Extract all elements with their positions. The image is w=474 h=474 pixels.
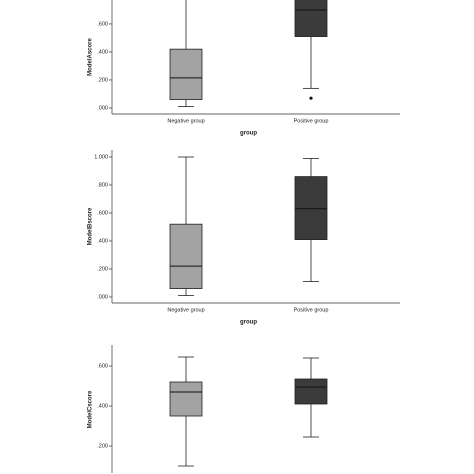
- y-tick-label: .400: [97, 49, 108, 55]
- y-tick-label: .400: [97, 403, 108, 409]
- box: [169, 223, 203, 289]
- x-axis-label: group: [240, 131, 257, 137]
- y-tick-label: .600: [97, 21, 108, 27]
- box: [294, 378, 328, 405]
- y-tick-label: .600: [97, 363, 108, 369]
- outlier: [309, 96, 313, 100]
- box: [294, 176, 328, 240]
- y-tick-label: 1.000: [94, 154, 108, 160]
- y-axis-label: ModelAscore: [88, 38, 94, 76]
- x-tick-label: Negative group: [167, 118, 204, 124]
- y-axis-label: ModelBscore: [88, 207, 94, 245]
- y-tick-label: .000: [97, 294, 108, 300]
- x-tick-label: Positive group: [294, 118, 329, 124]
- y-tick-label: .400: [97, 238, 108, 244]
- box: [169, 381, 203, 417]
- y-tick-label: .200: [97, 443, 108, 449]
- y-tick-label: .800: [97, 182, 108, 188]
- box: [294, 0, 328, 37]
- y-axis-label: ModelCscore: [88, 390, 94, 428]
- x-tick-label: Positive group: [294, 307, 329, 313]
- x-tick-label: Negative group: [167, 307, 204, 313]
- y-tick-label: .000: [97, 105, 108, 111]
- x-axis-label: group: [240, 320, 257, 326]
- y-tick-label: .600: [97, 210, 108, 216]
- y-tick-label: .200: [97, 77, 108, 83]
- y-tick-label: .200: [97, 266, 108, 272]
- box: [169, 48, 203, 100]
